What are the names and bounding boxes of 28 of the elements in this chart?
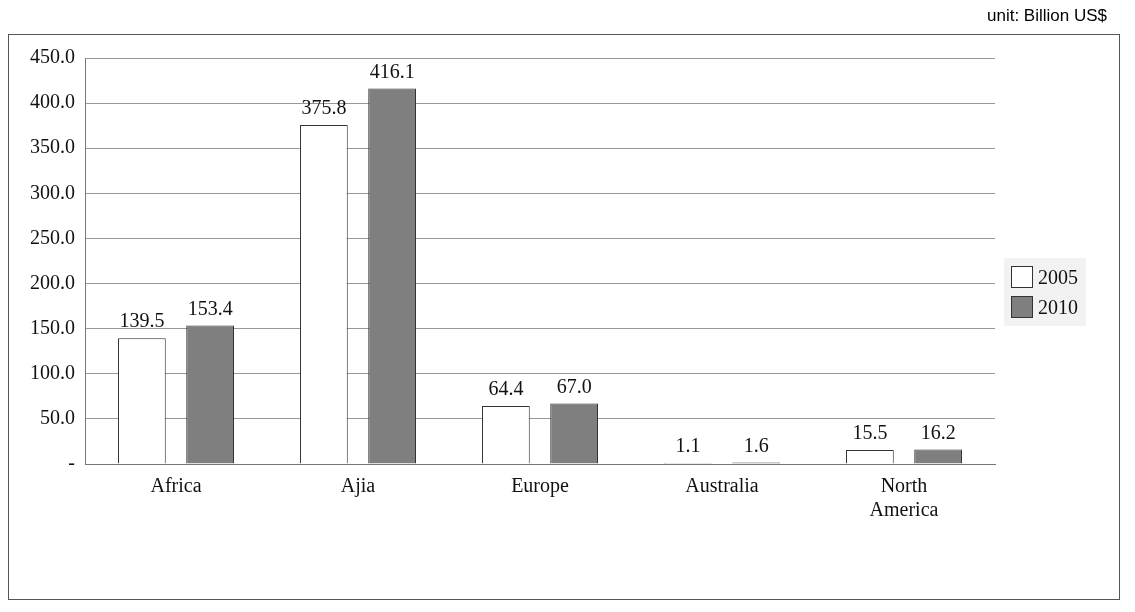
- y-tick-label: 450.0: [30, 45, 75, 68]
- data-label: 153.4: [187, 296, 233, 319]
- x-tick-label: Europe: [511, 474, 569, 498]
- data-label: 15.5: [852, 421, 888, 444]
- data-label: 1.6: [743, 433, 769, 456]
- data-label: 16.2: [920, 420, 956, 443]
- data-label: 416.1: [369, 59, 415, 82]
- data-label: 1.1: [675, 434, 701, 457]
- y-tick-label: 250.0: [30, 225, 75, 248]
- x-tick-label: North America: [869, 474, 939, 521]
- y-tick-label: 150.0: [30, 315, 75, 338]
- y-tick-label: 50.0: [40, 406, 75, 429]
- y-tick-label: -: [68, 451, 75, 474]
- data-label: 139.5: [119, 309, 165, 332]
- y-tick-label: 100.0: [30, 361, 75, 384]
- y-tick-label: 200.0: [30, 270, 75, 293]
- y-tick-label: 350.0: [30, 135, 75, 158]
- y-tick-label: 300.0: [30, 180, 75, 203]
- data-label: 64.4: [488, 377, 524, 400]
- data-label: 67.0: [556, 374, 592, 397]
- legend-label: 2005: [1038, 265, 1078, 289]
- y-tick-label: 400.0: [30, 90, 75, 113]
- data-label: 375.8: [301, 96, 347, 119]
- x-tick-label: Africa: [150, 474, 202, 497]
- x-tick-label: Ajia: [340, 474, 376, 498]
- x-tick-label: Australia: [685, 474, 759, 497]
- text: unit: Billion US$: [986, 6, 1107, 26]
- legend-label: 2010: [1038, 295, 1078, 319]
